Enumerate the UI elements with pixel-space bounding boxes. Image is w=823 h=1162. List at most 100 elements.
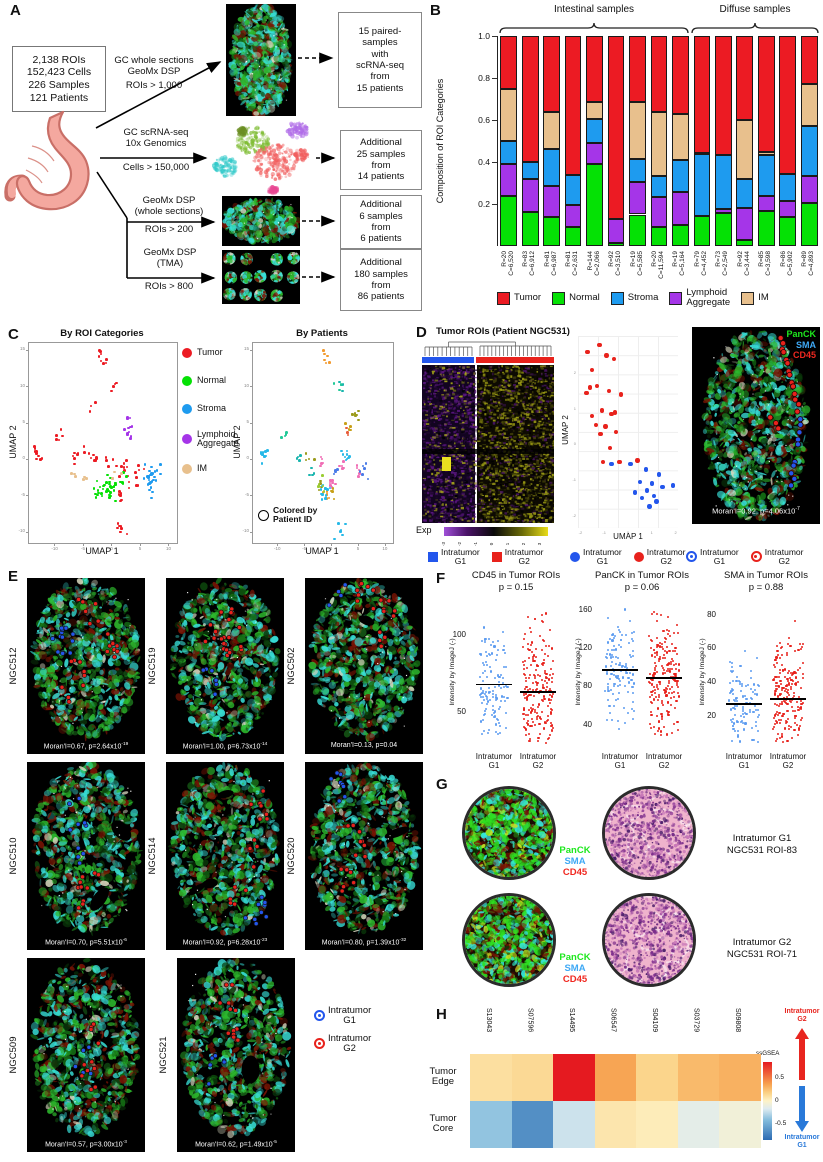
data-point [74, 475, 77, 479]
y-tick [250, 386, 253, 388]
data-point [543, 695, 546, 698]
data-point [523, 697, 526, 700]
data-point [774, 675, 777, 678]
heatmap-cell [553, 1054, 595, 1101]
data-point [76, 452, 80, 455]
vertical-label: R=89 C=4,893 [801, 251, 816, 276]
data-point [728, 691, 731, 694]
data-point [317, 485, 320, 488]
data-point [660, 712, 663, 715]
data-point [785, 684, 788, 687]
data-point [609, 412, 614, 417]
data-point [654, 656, 657, 659]
moran-stat: Moran'I=0.92, p=4.06x10-7 [712, 506, 800, 516]
data-point [541, 678, 544, 681]
data-point [785, 654, 788, 657]
data-point [319, 488, 323, 491]
data-point [328, 361, 331, 364]
data-point [744, 685, 747, 688]
data-point [326, 488, 329, 492]
data-point [149, 473, 152, 477]
data-point [543, 680, 546, 683]
legend-item: Intratumor G1 [686, 548, 739, 566]
y-tick [492, 119, 497, 121]
data-point [677, 695, 680, 698]
data-point [647, 504, 652, 509]
data-point [772, 678, 775, 681]
y-tick-label: 0.8 [478, 73, 490, 83]
data-point [633, 709, 636, 712]
data-point [667, 615, 670, 618]
data-point [654, 733, 657, 736]
data-point [780, 735, 783, 738]
data-point [796, 668, 800, 671]
data-point [548, 694, 552, 697]
data-point [790, 705, 793, 708]
data-point [536, 664, 539, 667]
y-tick-label: 0.6 [478, 115, 490, 125]
data-point [652, 699, 655, 702]
strip-title: SMA in Tumor ROIs p = 0.88 [724, 570, 808, 594]
data-point [790, 674, 793, 677]
data-point [751, 739, 754, 742]
data-point [497, 684, 500, 687]
legend-swatch [741, 291, 755, 305]
data-point [633, 631, 636, 634]
data-point [793, 729, 796, 732]
data-point [651, 689, 654, 692]
data-point [792, 672, 795, 675]
data-point [159, 462, 163, 466]
data-point [618, 629, 621, 632]
data-point [651, 678, 654, 681]
data-point [604, 665, 607, 668]
data-point [650, 654, 653, 657]
data-point [364, 462, 368, 465]
y-tick [26, 495, 29, 497]
x-tick-label: -1 [602, 530, 606, 535]
data-point [675, 667, 678, 670]
arrow-down-label: Intratumor G1 [784, 1134, 820, 1150]
data-point [488, 654, 492, 657]
data-point [610, 649, 613, 652]
data-point [527, 709, 530, 712]
data-point [620, 645, 623, 648]
data-point [675, 684, 678, 687]
data-point [618, 661, 621, 664]
data-point [146, 483, 150, 486]
vertical-label: R=92 C=3,444 [736, 251, 751, 276]
data-point [541, 639, 544, 642]
data-point [754, 725, 757, 728]
y-tick [250, 458, 253, 460]
data-point [663, 656, 666, 660]
data-point [94, 492, 97, 496]
data-point [263, 455, 266, 459]
data-point [605, 670, 608, 673]
data-point [738, 681, 741, 684]
data-point [99, 359, 103, 363]
data-point [522, 694, 525, 697]
y-tick [26, 386, 29, 388]
data-point [665, 709, 668, 712]
data-point [787, 682, 790, 685]
data-point [778, 711, 781, 714]
data-point [478, 676, 481, 679]
data-point [671, 667, 674, 671]
data-point [550, 676, 553, 679]
heatmap-column-label: S13043 [485, 1008, 492, 1033]
data-point [345, 426, 348, 430]
data-point [787, 691, 790, 694]
tissue-image-ngc520 [305, 762, 423, 950]
data-point [500, 686, 503, 689]
result-box-1: 15 paired- samples with scRNA-seq from 1… [338, 12, 422, 108]
data-point [729, 718, 732, 721]
data-point [480, 702, 483, 705]
data-point [533, 654, 536, 657]
data-point [794, 684, 797, 687]
data-point [629, 655, 632, 658]
vertical-label: NGC519 [147, 647, 158, 685]
data-point [126, 432, 130, 435]
data-point [125, 465, 129, 469]
heatmap-cell [677, 1054, 719, 1101]
data-point [619, 684, 622, 687]
data-point [111, 457, 115, 461]
